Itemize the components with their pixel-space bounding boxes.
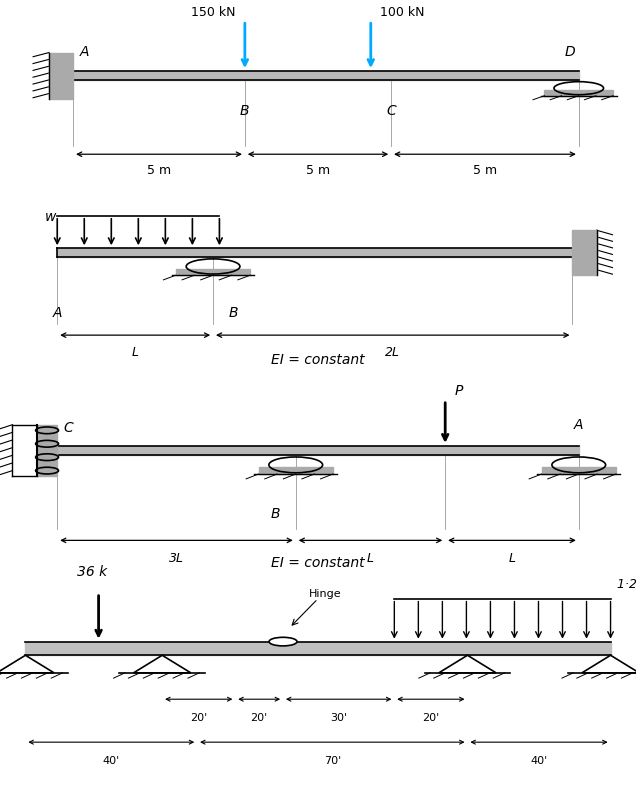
Polygon shape: [134, 655, 191, 673]
Text: C: C: [386, 104, 396, 118]
Polygon shape: [439, 655, 496, 673]
Text: 3L: 3L: [169, 552, 184, 564]
Text: A: A: [53, 306, 62, 320]
Text: D: D: [565, 45, 576, 59]
Bar: [176, 269, 251, 275]
Text: P: P: [455, 384, 463, 398]
Circle shape: [269, 638, 297, 646]
Text: B: B: [270, 507, 280, 520]
Text: L: L: [132, 346, 139, 359]
Text: 2L: 2L: [385, 346, 400, 359]
Text: EI = constant: EI = constant: [271, 353, 365, 367]
Text: C: C: [64, 422, 73, 435]
Text: 40': 40': [530, 756, 548, 766]
Text: 5 m: 5 m: [306, 164, 330, 177]
Bar: [57, 446, 579, 455]
Text: L: L: [508, 552, 516, 564]
Text: 5 m: 5 m: [147, 164, 171, 177]
Text: 20': 20': [422, 713, 439, 723]
Bar: [544, 90, 613, 96]
Bar: [57, 248, 572, 257]
Text: 70': 70': [324, 756, 341, 766]
Text: 40': 40': [102, 756, 120, 766]
Text: 20': 20': [190, 713, 207, 723]
Bar: [542, 467, 616, 474]
Text: 30': 30': [330, 713, 347, 723]
Text: B: B: [229, 306, 238, 320]
Polygon shape: [0, 655, 54, 673]
Text: 150 kN: 150 kN: [191, 6, 235, 18]
Text: C: C: [579, 238, 588, 253]
Polygon shape: [582, 655, 636, 673]
Text: w: w: [45, 210, 56, 224]
Text: L: L: [367, 552, 374, 564]
Bar: [572, 230, 597, 275]
Text: 100 kN: 100 kN: [380, 6, 425, 18]
Text: 1·2 k/ft: 1·2 k/ft: [617, 578, 636, 591]
Text: 20': 20': [251, 713, 268, 723]
Text: Hinge: Hinge: [308, 589, 341, 599]
Text: 5 m: 5 m: [473, 164, 497, 177]
Bar: [258, 467, 333, 474]
Text: A: A: [80, 45, 89, 59]
Text: A: A: [574, 418, 583, 432]
Bar: [73, 71, 579, 80]
Text: EI = constant: EI = constant: [271, 556, 365, 571]
Text: B: B: [240, 104, 249, 118]
Bar: [49, 53, 73, 99]
Bar: [37, 425, 57, 477]
Bar: [25, 642, 611, 655]
Text: 36 k: 36 k: [77, 565, 107, 579]
